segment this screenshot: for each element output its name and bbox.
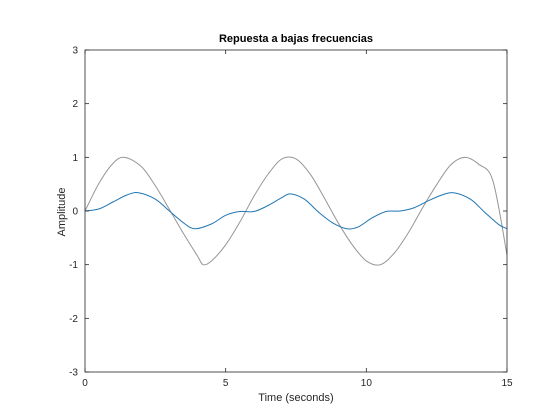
y-tick-label: -3 (69, 368, 78, 379)
x-tick-label: 0 (82, 378, 88, 389)
y-tick-label: 0 (72, 207, 78, 218)
x-tick-label: 15 (501, 378, 513, 389)
series-line-1 (84, 156, 508, 266)
x-tick-label: 10 (361, 378, 373, 389)
y-tick-label: 1 (72, 153, 78, 164)
tick-layer: 0 5 10 15 -3 -2 -1 0 1 2 3 (69, 46, 513, 390)
chart-title: Repuesta a bajas frecuencias (219, 33, 373, 45)
plot-area (85, 50, 507, 372)
series-layer (84, 156, 508, 266)
series-line-2 (84, 192, 508, 230)
x-tick-label: 5 (223, 378, 229, 389)
y-axis-label: Amplitude (56, 188, 68, 237)
y-tick-label: -2 (69, 314, 78, 325)
y-tick-label: -1 (69, 260, 78, 271)
y-tick-label: 2 (72, 99, 78, 110)
x-axis-label: Time (seconds) (258, 392, 333, 404)
y-tick-label: 3 (72, 46, 78, 57)
